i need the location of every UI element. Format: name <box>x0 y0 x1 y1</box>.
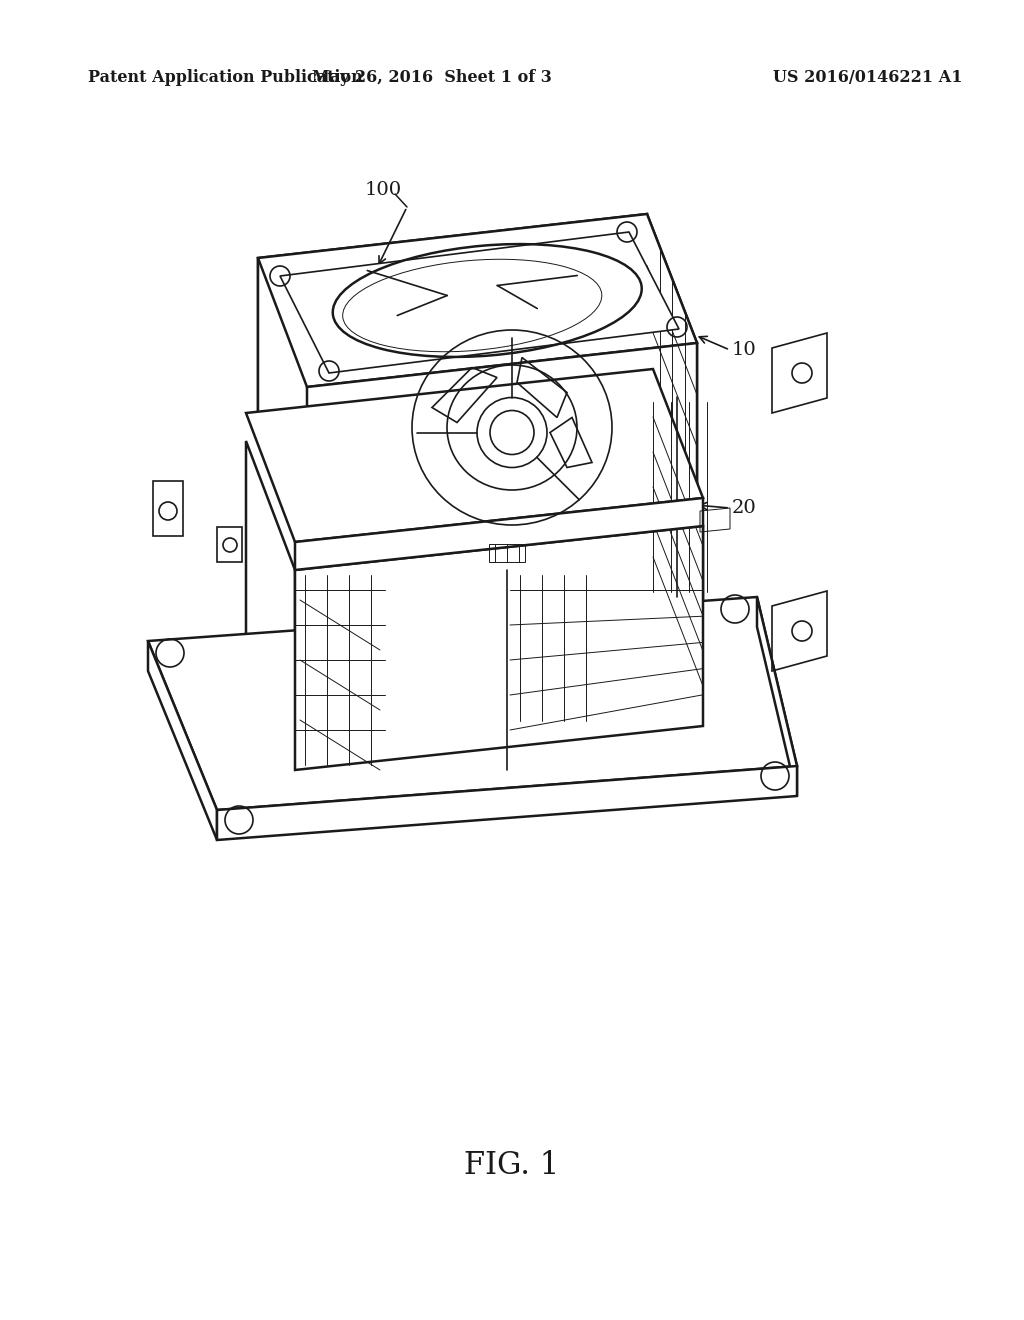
Polygon shape <box>280 232 679 374</box>
Polygon shape <box>258 214 647 413</box>
Text: May 26, 2016  Sheet 1 of 3: May 26, 2016 Sheet 1 of 3 <box>312 70 552 87</box>
Polygon shape <box>148 642 217 840</box>
Polygon shape <box>295 498 703 570</box>
Text: 10: 10 <box>732 341 757 359</box>
Polygon shape <box>295 525 703 770</box>
Text: US 2016/0146221 A1: US 2016/0146221 A1 <box>773 70 963 87</box>
Polygon shape <box>246 441 295 770</box>
Text: Patent Application Publication: Patent Application Publication <box>88 70 362 87</box>
Text: 100: 100 <box>365 181 402 199</box>
Text: 20: 20 <box>732 499 757 517</box>
Polygon shape <box>148 597 797 810</box>
Polygon shape <box>653 397 703 726</box>
Text: FIG. 1: FIG. 1 <box>464 1150 560 1180</box>
Polygon shape <box>258 257 307 543</box>
Polygon shape <box>647 214 697 498</box>
Polygon shape <box>258 214 697 387</box>
Polygon shape <box>757 597 797 796</box>
Polygon shape <box>246 370 703 543</box>
Polygon shape <box>307 343 697 543</box>
Polygon shape <box>217 766 797 840</box>
